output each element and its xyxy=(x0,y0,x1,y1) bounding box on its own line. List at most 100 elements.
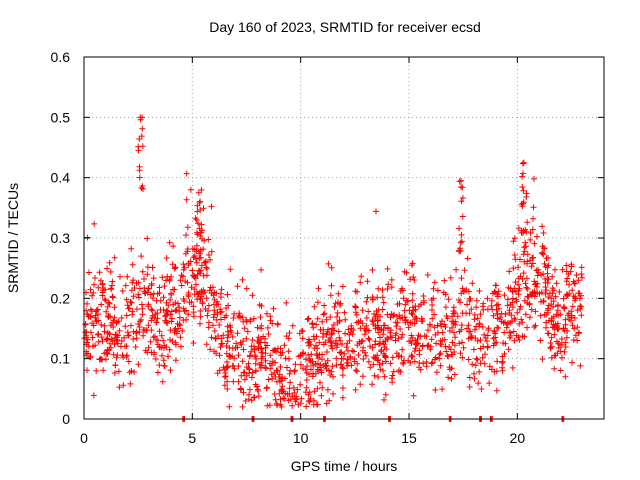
data-point xyxy=(130,336,137,343)
data-point xyxy=(563,293,570,299)
data-point xyxy=(308,359,314,365)
data-point xyxy=(437,350,444,357)
data-point xyxy=(154,369,161,376)
data-point xyxy=(164,320,171,327)
data-point xyxy=(107,340,113,347)
data-point xyxy=(200,287,207,294)
data-point xyxy=(563,334,570,341)
data-point xyxy=(575,277,582,284)
data-point xyxy=(520,270,527,277)
data-point xyxy=(104,303,111,310)
data-point xyxy=(397,326,404,332)
data-point xyxy=(337,337,344,344)
data-point xyxy=(180,261,187,268)
data-point xyxy=(554,307,561,314)
data-point xyxy=(136,163,143,170)
y-tick-label: 0.3 xyxy=(51,230,71,246)
data-point xyxy=(523,284,530,291)
data-point xyxy=(456,225,463,232)
data-point xyxy=(379,306,386,313)
data-point xyxy=(504,302,511,309)
data-point xyxy=(448,351,455,358)
data-point xyxy=(330,321,337,328)
data-point xyxy=(542,263,549,270)
data-point xyxy=(545,302,552,309)
data-point xyxy=(473,297,480,304)
data-point xyxy=(407,276,414,283)
data-point xyxy=(401,357,407,364)
data-point xyxy=(522,280,529,287)
data-point xyxy=(113,354,120,361)
data-point xyxy=(139,183,146,190)
data-point xyxy=(531,324,538,330)
data-point xyxy=(409,297,416,304)
data-point xyxy=(252,367,259,374)
data-point xyxy=(89,292,95,299)
data-point xyxy=(117,343,124,350)
data-point xyxy=(188,284,195,291)
data-point xyxy=(167,336,173,343)
data-point xyxy=(259,349,266,356)
data-point xyxy=(90,392,97,399)
data-point xyxy=(363,322,370,329)
data-point xyxy=(504,296,511,303)
data-point xyxy=(109,293,116,300)
data-point xyxy=(511,235,518,242)
data-point xyxy=(531,240,538,247)
data-point xyxy=(553,311,560,318)
data-point xyxy=(339,341,345,347)
data-point xyxy=(314,315,321,322)
data-point xyxy=(354,360,361,367)
data-point xyxy=(451,371,458,378)
data-point xyxy=(287,367,294,374)
data-point xyxy=(195,220,201,227)
data-point xyxy=(92,312,99,319)
data-point xyxy=(238,372,245,379)
data-point xyxy=(578,303,585,310)
data-point xyxy=(464,301,470,308)
data-point xyxy=(387,314,394,321)
data-point xyxy=(136,136,143,142)
data-point xyxy=(160,357,167,364)
data-point xyxy=(221,382,228,389)
data-point xyxy=(564,275,571,282)
data-point xyxy=(493,368,500,375)
data-point xyxy=(457,299,464,306)
data-point xyxy=(562,339,569,346)
data-point xyxy=(123,312,130,319)
data-point xyxy=(459,339,465,346)
data-point xyxy=(240,318,247,325)
data-point xyxy=(458,231,465,238)
data-point xyxy=(308,351,315,358)
data-point xyxy=(548,343,555,350)
data-point xyxy=(249,292,256,299)
data-point xyxy=(477,337,484,344)
data-point xyxy=(548,315,555,322)
data-point xyxy=(229,333,236,340)
data-point xyxy=(377,313,383,320)
data-point xyxy=(434,322,441,329)
data-point xyxy=(561,348,568,355)
x-axis-label: GPS time / hours xyxy=(291,458,398,474)
data-point xyxy=(334,319,341,326)
data-point xyxy=(208,248,215,255)
data-point xyxy=(132,344,139,350)
data-point xyxy=(430,295,437,302)
data-point xyxy=(135,291,142,298)
data-point xyxy=(325,260,332,267)
data-point xyxy=(109,278,116,285)
data-point xyxy=(191,252,198,259)
data-point xyxy=(136,294,142,301)
data-point xyxy=(474,356,481,363)
data-point xyxy=(384,311,391,318)
data-point xyxy=(208,203,215,210)
data-point xyxy=(493,339,500,346)
data-point xyxy=(175,325,182,332)
data-point xyxy=(242,398,249,404)
data-point xyxy=(93,318,100,325)
data-point xyxy=(516,285,523,292)
data-point xyxy=(184,224,191,231)
data-point xyxy=(136,285,143,292)
data-point xyxy=(484,344,491,351)
data-point xyxy=(178,272,185,279)
